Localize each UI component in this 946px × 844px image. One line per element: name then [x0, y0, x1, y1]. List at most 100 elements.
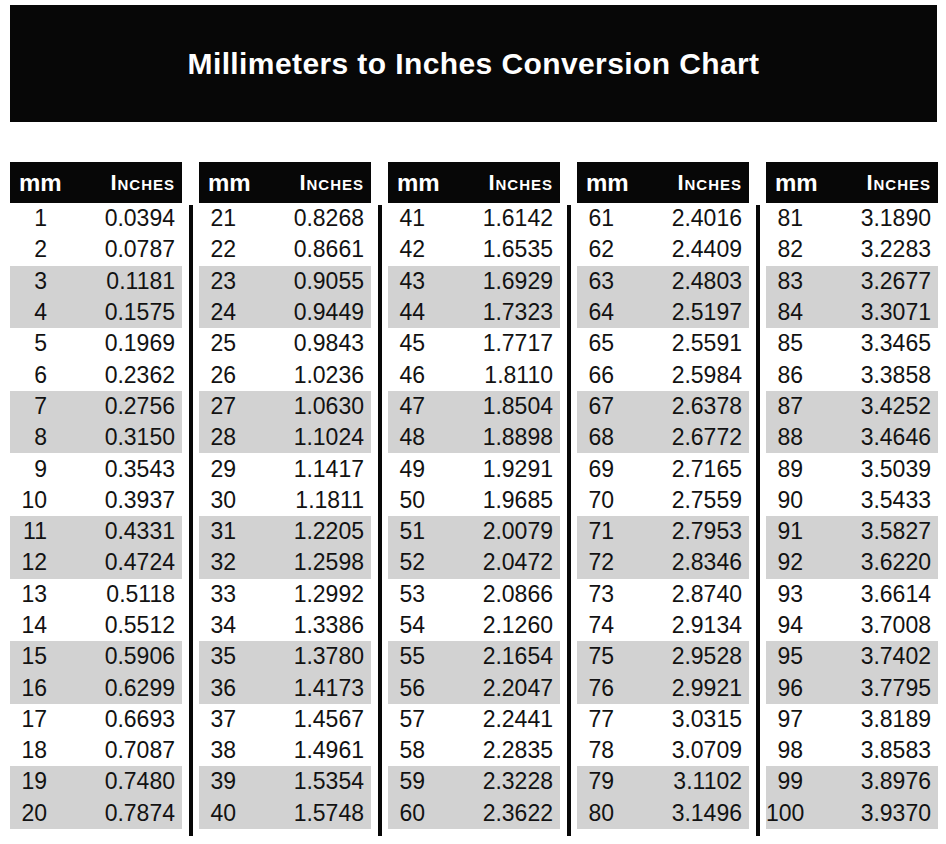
header-inches: Inches — [488, 170, 553, 196]
inches-value: 0.3543 — [47, 456, 182, 483]
inches-value: 3.3465 — [803, 330, 938, 357]
table-divider — [567, 205, 571, 836]
inches-value: 2.0472 — [425, 549, 560, 576]
inches-value: 0.1575 — [47, 299, 182, 326]
mm-value: 70 — [577, 487, 614, 514]
inches-value: 3.6220 — [803, 549, 938, 576]
table-row: 26 1.0236 — [199, 359, 371, 390]
inches-value: 3.7008 — [803, 612, 938, 639]
table-row: 60 2.3622 — [388, 798, 560, 829]
mm-value: 57 — [388, 706, 425, 733]
mm-value: 67 — [577, 393, 614, 420]
mm-value: 6 — [10, 362, 47, 389]
header-inches: Inches — [299, 170, 364, 196]
table-row: 67 2.6378 — [577, 391, 749, 422]
mm-value: 38 — [199, 737, 236, 764]
table-row: 91 3.5827 — [766, 516, 938, 547]
mm-value: 95 — [766, 643, 803, 670]
mm-value: 92 — [766, 549, 803, 576]
inches-value: 2.5591 — [614, 330, 749, 357]
mm-value: 4 — [10, 299, 47, 326]
mm-value: 45 — [388, 330, 425, 357]
inches-value: 3.7402 — [803, 643, 938, 670]
mm-value: 33 — [199, 581, 236, 608]
table-row: 52 2.0472 — [388, 547, 560, 578]
inches-value: 3.4646 — [803, 424, 938, 451]
inches-value: 1.1811 — [236, 487, 371, 514]
table-row: 49 1.9291 — [388, 453, 560, 484]
inches-value: 2.4016 — [614, 205, 749, 232]
mm-value: 100 — [766, 800, 803, 827]
table-row: 70 2.7559 — [577, 485, 749, 516]
table-row: 79 3.1102 — [577, 766, 749, 797]
inches-value: 1.6142 — [425, 205, 560, 232]
table-row: 98 3.8583 — [766, 735, 938, 766]
mm-value: 10 — [10, 487, 47, 514]
inches-value: 1.5354 — [236, 768, 371, 795]
mm-value: 72 — [577, 549, 614, 576]
inches-value: 3.2677 — [803, 268, 938, 295]
inches-value: 1.5748 — [236, 800, 371, 827]
inches-value: 2.0866 — [425, 581, 560, 608]
mm-value: 56 — [388, 675, 425, 702]
inches-value: 2.5984 — [614, 362, 749, 389]
mm-value: 34 — [199, 612, 236, 639]
table-row: 94 3.7008 — [766, 610, 938, 641]
table-body: 21 0.8268 22 0.8661 23 0.9055 24 0.9449 … — [199, 203, 371, 829]
mm-value: 32 — [199, 549, 236, 576]
inches-value: 0.9055 — [236, 268, 371, 295]
table-row: 11 0.4331 — [10, 516, 182, 547]
table-row: 29 1.1417 — [199, 453, 371, 484]
mm-value: 12 — [10, 549, 47, 576]
inches-value: 0.9449 — [236, 299, 371, 326]
mm-value: 49 — [388, 456, 425, 483]
mm-value: 97 — [766, 706, 803, 733]
table-row: 37 1.4567 — [199, 704, 371, 735]
table-row: 6 0.2362 — [10, 359, 182, 390]
inches-value: 1.8504 — [425, 393, 560, 420]
table-row: 83 3.2677 — [766, 266, 938, 297]
inches-value: 0.5512 — [47, 612, 182, 639]
inches-value: 1.9685 — [425, 487, 560, 514]
mm-value: 91 — [766, 518, 803, 545]
table-row: 31 1.2205 — [199, 516, 371, 547]
mm-value: 25 — [199, 330, 236, 357]
table-row: 19 0.7480 — [10, 766, 182, 797]
inches-value: 3.8189 — [803, 706, 938, 733]
mm-value: 61 — [577, 205, 614, 232]
table-header: mm Inches — [388, 162, 560, 203]
inches-value: 1.7717 — [425, 330, 560, 357]
mm-value: 51 — [388, 518, 425, 545]
mm-value: 99 — [766, 768, 803, 795]
inches-value: 1.3780 — [236, 643, 371, 670]
table-row: 93 3.6614 — [766, 579, 938, 610]
conversion-table-2: mm Inches 21 0.8268 22 0.8661 23 0.9055 … — [199, 162, 371, 829]
inches-value: 2.8740 — [614, 581, 749, 608]
table-row: 22 0.8661 — [199, 234, 371, 265]
mm-value: 65 — [577, 330, 614, 357]
table-row: 57 2.2441 — [388, 704, 560, 735]
inches-value: 3.5827 — [803, 518, 938, 545]
inches-value: 2.3622 — [425, 800, 560, 827]
inches-value: 2.7953 — [614, 518, 749, 545]
table-divider — [189, 205, 193, 836]
inches-value: 3.2283 — [803, 236, 938, 263]
inches-value: 3.4252 — [803, 393, 938, 420]
table-row: 42 1.6535 — [388, 234, 560, 265]
mm-value: 96 — [766, 675, 803, 702]
table-row: 85 3.3465 — [766, 328, 938, 359]
inches-value: 2.1654 — [425, 643, 560, 670]
table-row: 8 0.3150 — [10, 422, 182, 453]
mm-value: 87 — [766, 393, 803, 420]
mm-value: 55 — [388, 643, 425, 670]
table-row: 55 2.1654 — [388, 641, 560, 672]
conversion-table-4: mm Inches 61 2.4016 62 2.4409 63 2.4803 … — [577, 162, 749, 829]
mm-value: 77 — [577, 706, 614, 733]
table-row: 39 1.5354 — [199, 766, 371, 797]
mm-value: 41 — [388, 205, 425, 232]
inches-value: 2.4803 — [614, 268, 749, 295]
mm-value: 17 — [10, 706, 47, 733]
inches-value: 3.3858 — [803, 362, 938, 389]
mm-value: 44 — [388, 299, 425, 326]
inches-value: 3.7795 — [803, 675, 938, 702]
